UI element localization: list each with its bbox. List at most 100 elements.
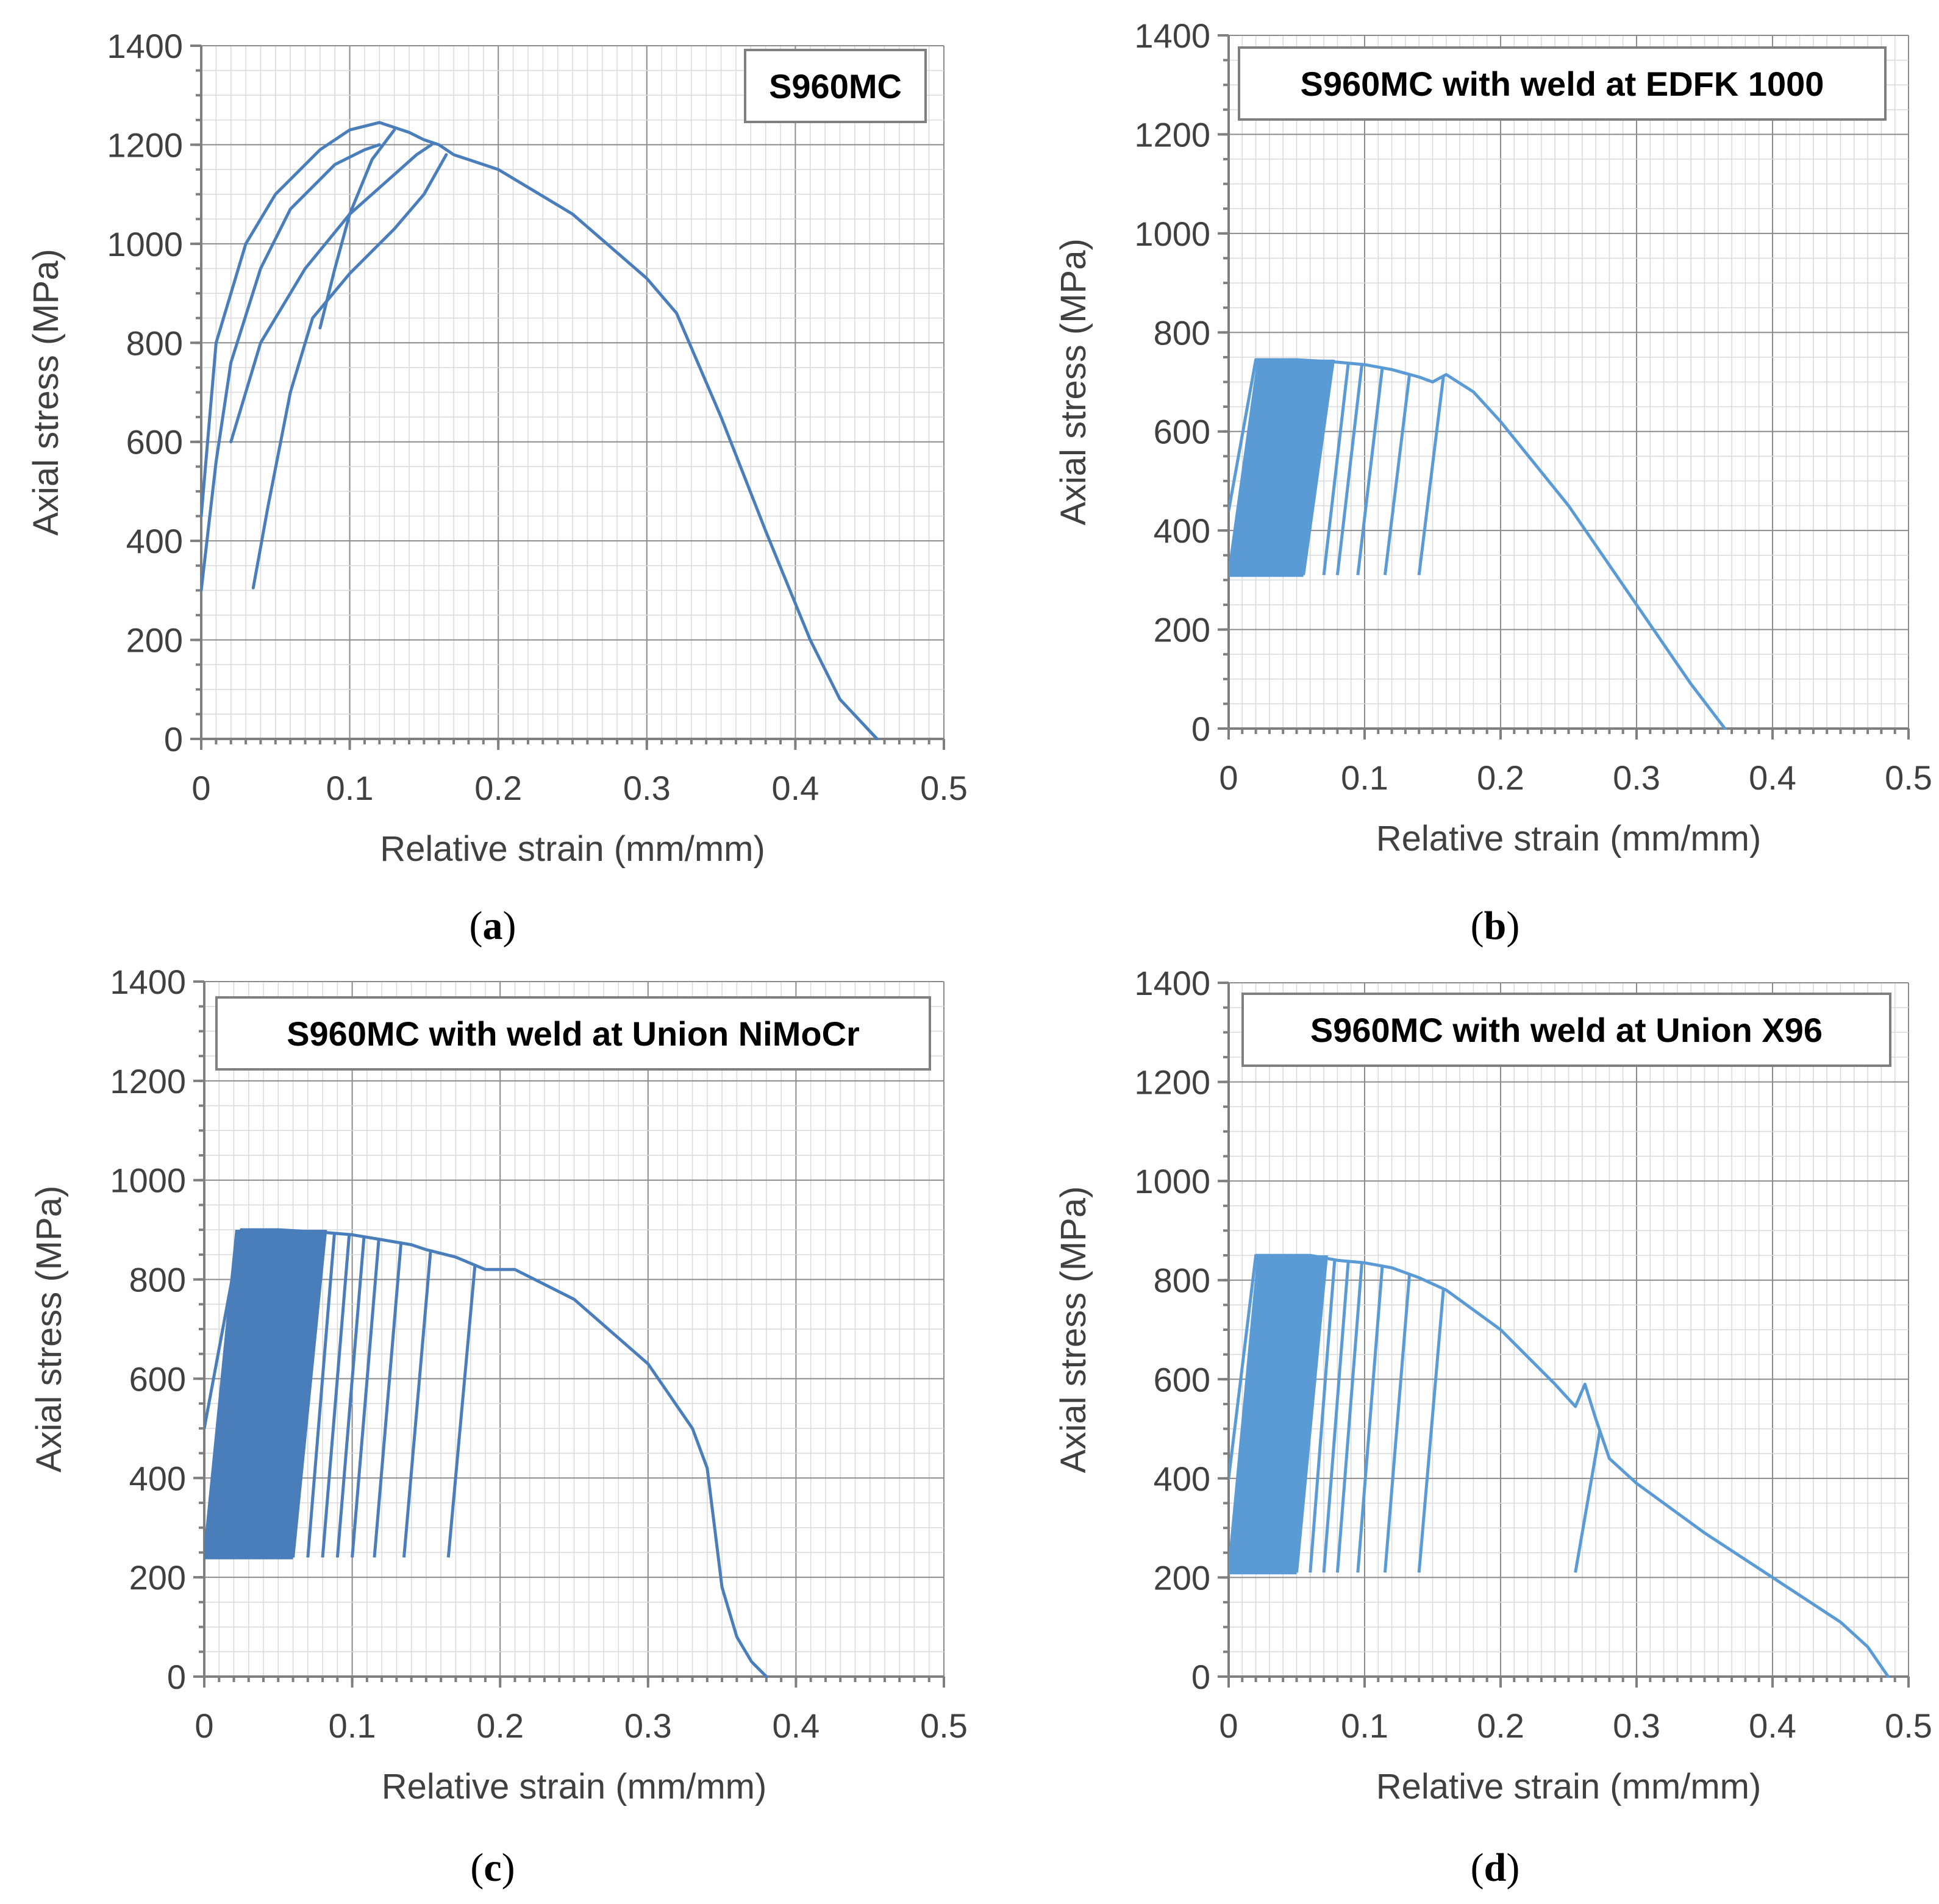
y-axis-title: Axial stress (MPa) bbox=[1054, 1186, 1093, 1474]
cycle-line bbox=[1274, 1255, 1307, 1573]
cycle-line bbox=[262, 1229, 298, 1558]
cycle-line bbox=[1383, 374, 1412, 576]
cycle-line bbox=[271, 1229, 307, 1558]
y-tick-label: 600 bbox=[1154, 1360, 1210, 1399]
cycle-line bbox=[209, 1229, 246, 1558]
cycle-loops bbox=[1229, 359, 1445, 577]
plot-area bbox=[1229, 1253, 1890, 1678]
cycle-line bbox=[216, 1229, 252, 1558]
x-axis-title: Relative strain (mm/mm) bbox=[380, 829, 765, 869]
cycle-line bbox=[223, 1229, 259, 1558]
cycle-line bbox=[1246, 1255, 1279, 1573]
cycle-line bbox=[1249, 1255, 1283, 1573]
cycle-line bbox=[1263, 1255, 1297, 1573]
y-tick-label: 600 bbox=[126, 423, 183, 462]
cycle-line bbox=[255, 1229, 291, 1558]
x-axis-title: Relative strain (mm/mm) bbox=[1376, 819, 1762, 858]
cycle-line bbox=[218, 1229, 254, 1558]
y-tick-label: 0 bbox=[1191, 710, 1210, 748]
y-tick-label: 1400 bbox=[107, 27, 183, 65]
cycle-line bbox=[1235, 359, 1268, 576]
cycle-line bbox=[291, 1229, 327, 1558]
cycle-line bbox=[1237, 359, 1270, 576]
y-axis-title: Axial stress (MPa) bbox=[29, 1186, 69, 1473]
cycle-line bbox=[1263, 359, 1297, 576]
cycle-line bbox=[1279, 359, 1312, 576]
cycle-line bbox=[1248, 359, 1282, 576]
cycle-line bbox=[266, 1229, 302, 1558]
chart-panel-b: 0 0.1 0.2 0.3 0.4 0.5 0 200 400 600 800 1000 1200 140… bbox=[1054, 16, 1932, 948]
cycle-line bbox=[1255, 1255, 1288, 1573]
legend-title: S960MC bbox=[769, 67, 902, 105]
cycle-line bbox=[1282, 1255, 1316, 1573]
y-tick-label: 1400 bbox=[1134, 16, 1210, 55]
x-tick-label: 0.5 bbox=[920, 769, 968, 807]
y-tick-label: 800 bbox=[126, 324, 183, 362]
x-tick-label: 0.1 bbox=[329, 1706, 376, 1745]
cycle-line bbox=[321, 1234, 351, 1558]
y-tick-label: 400 bbox=[1154, 512, 1210, 550]
cycle-line bbox=[1281, 1255, 1315, 1573]
cycle-line bbox=[1282, 359, 1316, 576]
cycle-line bbox=[1265, 359, 1299, 576]
cycle-line bbox=[1277, 1255, 1311, 1573]
x-tick-label: 0.2 bbox=[1477, 1706, 1524, 1745]
y-tick-label: 200 bbox=[126, 621, 183, 660]
cycle-line bbox=[1294, 359, 1327, 576]
cycle-line bbox=[1229, 1255, 1262, 1573]
cycle-line bbox=[1244, 1255, 1278, 1573]
x-tick-label: 0.2 bbox=[476, 1706, 524, 1745]
cycle-line bbox=[241, 1229, 277, 1558]
cycle-line bbox=[1272, 1255, 1305, 1573]
cycle-line bbox=[214, 1229, 250, 1558]
cycle-line bbox=[259, 1229, 296, 1558]
cycle-line bbox=[227, 1229, 263, 1558]
x-tick-label: 0.3 bbox=[1613, 758, 1660, 797]
y-tick-label: 200 bbox=[1154, 1558, 1210, 1597]
cycle-line bbox=[239, 1229, 275, 1558]
cycle-line bbox=[402, 1250, 432, 1558]
cycle-line bbox=[234, 1229, 271, 1558]
cycle-line bbox=[1288, 359, 1322, 576]
cycle-line bbox=[1276, 1255, 1309, 1573]
legend-title: S960MC with weld at Union NiMoCr bbox=[287, 1014, 860, 1053]
x-tick-label: 0 bbox=[1219, 1706, 1238, 1745]
cycle-line bbox=[230, 1229, 266, 1558]
y-tick-label: 1200 bbox=[1134, 1063, 1210, 1102]
legend-box bbox=[744, 49, 927, 123]
cycle-line bbox=[1300, 359, 1334, 576]
cycle-line bbox=[446, 1264, 477, 1558]
y-tick-label: 200 bbox=[1154, 611, 1210, 649]
cycle-line bbox=[335, 1236, 366, 1558]
y-tick-label: 0 bbox=[164, 720, 183, 758]
legend-title: S960MC with weld at EDFK 1000 bbox=[1301, 65, 1824, 103]
y-tick-label: 0 bbox=[167, 1658, 186, 1696]
cycle-line bbox=[1262, 359, 1295, 576]
series-line-1 bbox=[1229, 1253, 1890, 1678]
cycle-line bbox=[1335, 364, 1364, 576]
cycle-line bbox=[1296, 359, 1329, 576]
cycle-line bbox=[212, 1229, 248, 1558]
cycle-line bbox=[1290, 359, 1324, 576]
cycle-line bbox=[1269, 1255, 1302, 1573]
y-tick-label: 0 bbox=[1191, 1658, 1210, 1696]
cycle-line bbox=[282, 1229, 318, 1558]
panel-label: (d) bbox=[1471, 1845, 1520, 1890]
x-tick-label: 0.2 bbox=[474, 769, 522, 807]
cycle-line bbox=[1290, 1255, 1323, 1573]
cycle-line bbox=[351, 1239, 380, 1558]
cycle-line bbox=[1293, 1255, 1327, 1573]
series-line-3 bbox=[251, 153, 448, 590]
cycle-line bbox=[1244, 359, 1277, 576]
cycle-line bbox=[1240, 359, 1274, 576]
x-tick-label: 0.3 bbox=[1613, 1706, 1660, 1745]
chart-panel-a: 0 0.1 0.2 0.3 0.4 0.5 0 200 400 600 800 1000 1200 140… bbox=[26, 27, 968, 948]
cycle-line bbox=[1242, 359, 1276, 576]
y-tick-label: 1000 bbox=[1134, 215, 1210, 253]
y-tick-label: 1200 bbox=[107, 126, 183, 164]
cycle-line bbox=[1292, 359, 1326, 576]
cycle-line bbox=[1230, 1255, 1264, 1573]
cycle-line bbox=[1246, 359, 1279, 576]
cycle-line bbox=[1574, 1430, 1602, 1573]
